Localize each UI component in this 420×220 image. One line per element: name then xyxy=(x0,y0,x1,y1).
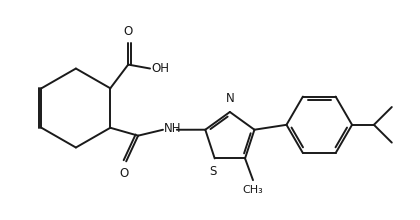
Text: NH: NH xyxy=(164,122,181,135)
Text: O: O xyxy=(120,167,129,180)
Text: CH₃: CH₃ xyxy=(243,185,263,195)
Text: O: O xyxy=(123,25,133,38)
Text: OH: OH xyxy=(151,62,169,75)
Text: N: N xyxy=(226,92,234,105)
Text: S: S xyxy=(209,165,216,178)
